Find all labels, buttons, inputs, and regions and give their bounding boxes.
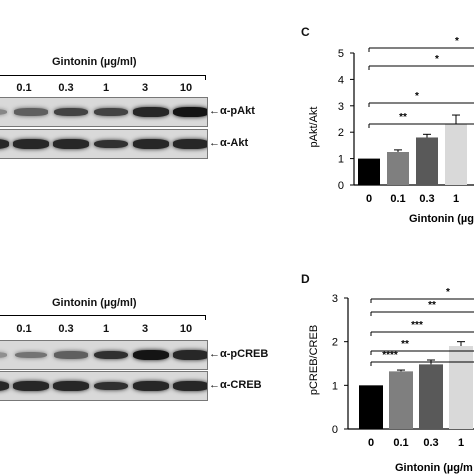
blot-label-pcreb: ←α-pCREB [209, 348, 269, 360]
sig-marker: ** [401, 339, 409, 350]
blot-band [173, 350, 207, 360]
blot-bottom-bracket [0, 315, 206, 320]
blot-top-header: Gintonin (µg/ml) [52, 56, 137, 68]
y-tick-label: 0 [338, 180, 344, 192]
blot-panel-pakt [0, 97, 208, 127]
y-tick-label: 4 [338, 74, 344, 86]
x-tick-label: 0.3 [419, 193, 434, 205]
bar [387, 152, 409, 185]
lane-label: 1 [102, 323, 110, 335]
bar [416, 137, 438, 185]
sig-marker: * [446, 287, 450, 298]
x-tick-label: 0 [368, 437, 374, 449]
y-tick-label: 1 [332, 380, 338, 392]
blot-band [0, 139, 9, 149]
blot-panel-pcreb [0, 340, 208, 370]
blot-band [93, 107, 129, 117]
bar [449, 346, 473, 429]
blot-label-pakt: ←α-pAkt [209, 105, 255, 117]
bar [389, 371, 413, 429]
bar [359, 385, 383, 429]
blot-band [0, 352, 7, 358]
lane-label: 10 [179, 82, 193, 94]
blot-band [133, 107, 169, 117]
x-tick-label: 1 [453, 193, 459, 205]
blot-label-creb: ←α-CREB [209, 379, 262, 391]
sig-marker: **** [382, 350, 398, 361]
sig-marker: *** [411, 320, 423, 331]
y-tick-label: 2 [338, 127, 344, 139]
x-tick-label: 0.1 [393, 437, 408, 449]
y-axis-label: pCREB/CREB [308, 325, 320, 395]
lane-label: 3 [141, 82, 149, 94]
sig-marker: * [415, 91, 419, 102]
blot-band [54, 351, 88, 359]
blot-top-bracket [0, 75, 206, 80]
y-tick-label: 3 [332, 293, 338, 305]
sig-marker: ** [428, 300, 436, 311]
blot-band [14, 108, 48, 116]
panel-letter-c: C [301, 25, 310, 39]
chart-d: pCREB/CREB Gintonin (µg/m **** ** *** **… [308, 287, 474, 474]
panel-letter-d: D [301, 272, 310, 286]
sig-marker: * [455, 36, 459, 47]
blot-top-lane-labels: 0.1 0.3 1 3 10 [0, 82, 210, 96]
blot-band [0, 381, 9, 391]
blot-band [173, 139, 207, 149]
bar [358, 158, 380, 185]
lane-label: 3 [141, 323, 149, 335]
y-tick-label: 2 [332, 337, 338, 349]
blot-label-akt: ←α-Akt [209, 137, 249, 149]
blot-band [93, 381, 129, 391]
x-axis-label: Gintonin (µg/m [395, 462, 473, 474]
lane-label: 0.1 [16, 82, 32, 94]
x-tick-label: 0.3 [423, 437, 438, 449]
blot-band [13, 139, 49, 149]
blot-panel-creb [0, 371, 208, 401]
lane-label: 10 [179, 323, 193, 335]
blot-bottom-lane-labels: 0.1 0.3 1 3 10 [0, 323, 210, 337]
y-tick-label: 3 [338, 101, 344, 113]
lane-label: 0.3 [58, 323, 74, 335]
blot-band [133, 350, 169, 360]
blot-bottom-header: Gintonin (µg/ml) [52, 297, 137, 309]
x-tick-label: 1 [458, 437, 464, 449]
bar [445, 124, 467, 185]
chart-c: pAkt/Akt Gintonin (µg ** * * * 0 1 2 3 4 5 0 0.… [308, 36, 474, 225]
blot-band [14, 351, 48, 359]
sig-marker: * [435, 54, 439, 65]
sig-marker: ** [399, 112, 407, 123]
lane-label: 1 [102, 82, 110, 94]
blot-band [13, 381, 49, 391]
blot-band [173, 381, 207, 391]
blot-band [53, 381, 89, 391]
lane-label: 0.1 [16, 323, 32, 335]
bar [419, 364, 443, 429]
blot-panel-akt [0, 129, 208, 159]
blot-band [53, 107, 89, 117]
blot-band [133, 381, 169, 391]
y-tick-label: 0 [332, 424, 338, 436]
y-tick-label: 1 [338, 154, 344, 166]
blot-band [93, 139, 129, 149]
blot-band [173, 107, 207, 117]
x-tick-label: 0.1 [390, 193, 405, 205]
x-tick-label: 0 [366, 193, 372, 205]
blot-band [53, 139, 89, 149]
blot-band [0, 108, 8, 116]
blot-band [133, 139, 169, 149]
y-axis-label: pAkt/Akt [308, 107, 320, 148]
blot-band [93, 350, 129, 360]
lane-label: 0.3 [58, 82, 74, 94]
x-axis-label: Gintonin (µg [409, 213, 474, 225]
y-tick-label: 5 [338, 48, 344, 60]
